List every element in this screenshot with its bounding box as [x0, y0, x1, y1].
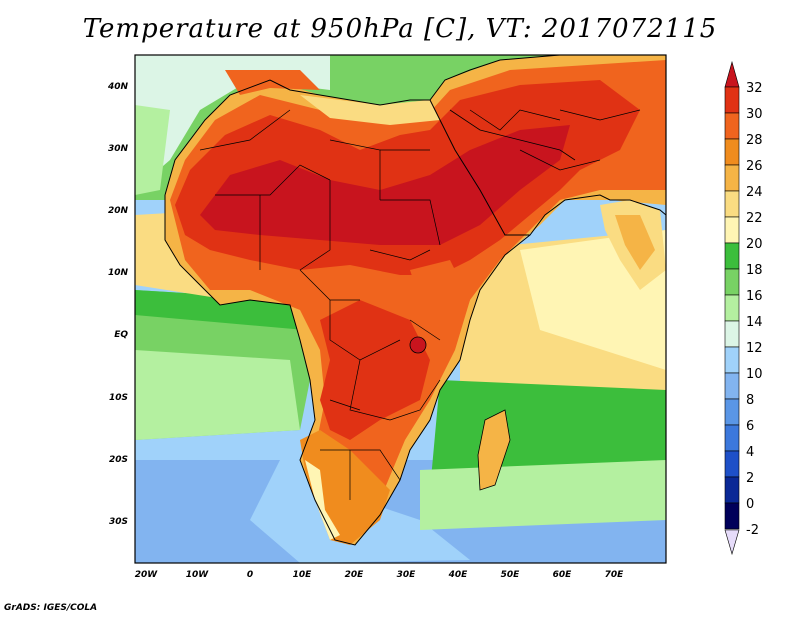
colorbar-box-18_20 [724, 242, 740, 270]
colorbar-box-4_6 [724, 424, 740, 452]
lon-tick-10E: 10E [293, 570, 313, 580]
colorbar-label-0: 0 [746, 497, 754, 512]
lat-tick-10S: 10S [109, 393, 128, 403]
colorbar-label-12: 12 [746, 341, 763, 356]
colorbar-box-20_22 [724, 216, 740, 244]
colorbar-box-14_16 [724, 294, 740, 322]
lat-tick-30N: 30N [108, 144, 129, 154]
colorbar-box-26_28 [724, 138, 740, 166]
colorbar-box-12_14 [724, 320, 740, 348]
colorbar-label-6: 6 [746, 419, 754, 434]
colorbar-box-22_24 [724, 190, 740, 218]
lon-tick-10W: 10W [186, 570, 210, 580]
colorbar-label-14: 14 [746, 315, 763, 330]
colorbar-label-22: 22 [746, 211, 763, 226]
lat-tick-10N: 10N [108, 268, 129, 278]
lat-tick-EQ: EQ [114, 330, 128, 340]
colorbar-label-24: 24 [746, 185, 763, 200]
lat-tick-30S: 30S [109, 517, 128, 527]
colorbar: 32 30 28 26 24 22 20 18 16 14 12 10 8 6 … [724, 60, 763, 556]
colorbar-box-0_2 [724, 476, 740, 504]
lon-tick-70E: 70E [605, 570, 625, 580]
colorbar-box-8_10 [724, 372, 740, 400]
temperature-field [135, 55, 666, 563]
longitude-axis: 20W 10W 0 10E 20E 30E 40E 50E 60E 70E [135, 570, 624, 580]
colorbar-label-4: 4 [746, 445, 754, 460]
colorbar-box-10_12 [724, 346, 740, 374]
map-title: Temperature at 950hPa [C], VT: 201707211… [82, 14, 718, 44]
lat-tick-20S: 20S [109, 455, 128, 465]
colorbar-box-24_26 [724, 164, 740, 192]
colorbar-bottom-arrow [724, 529, 740, 556]
colorbar-top-arrow [724, 60, 740, 88]
colorbar-label-2: 2 [746, 471, 754, 486]
colorbar-box-30_32 [724, 86, 740, 114]
latitude-axis: 40N 30N 20N 10N EQ 10S 20S 30S [107, 82, 129, 527]
lat-tick-20N: 20N [108, 206, 129, 216]
lon-tick-20W: 20W [135, 570, 159, 580]
colorbar-label-20: 20 [746, 237, 763, 252]
plot-frame [134, 54, 667, 564]
colorbar-label-neg2: -2 [746, 523, 759, 538]
lon-tick-50E: 50E [501, 570, 521, 580]
colorbar-label-18: 18 [746, 263, 763, 278]
colorbar-box-6_8 [724, 398, 740, 426]
colorbar-box-2_4 [724, 450, 740, 478]
grads-credit: GrADS: IGES/COLA [4, 603, 98, 613]
colorbar-label-16: 16 [746, 289, 763, 304]
lon-tick-20E: 20E [345, 570, 365, 580]
lon-tick-40E: 40E [448, 570, 469, 580]
lat-tick-40N: 40N [107, 82, 129, 92]
colorbar-label-30: 30 [746, 107, 763, 122]
colorbar-label-26: 26 [746, 159, 763, 174]
colorbar-box-16_18 [724, 268, 740, 296]
colorbar-box-below_0 [724, 502, 740, 530]
lon-tick-60E: 60E [553, 570, 573, 580]
colorbar-box-28_30 [724, 112, 740, 140]
colorbar-label-28: 28 [746, 133, 763, 148]
lon-tick-0: 0 [247, 570, 253, 580]
lon-tick-30E: 30E [397, 570, 417, 580]
colorbar-label-10: 10 [746, 367, 763, 382]
colorbar-label-8: 8 [746, 393, 754, 408]
colorbar-label-32: 32 [746, 81, 763, 96]
